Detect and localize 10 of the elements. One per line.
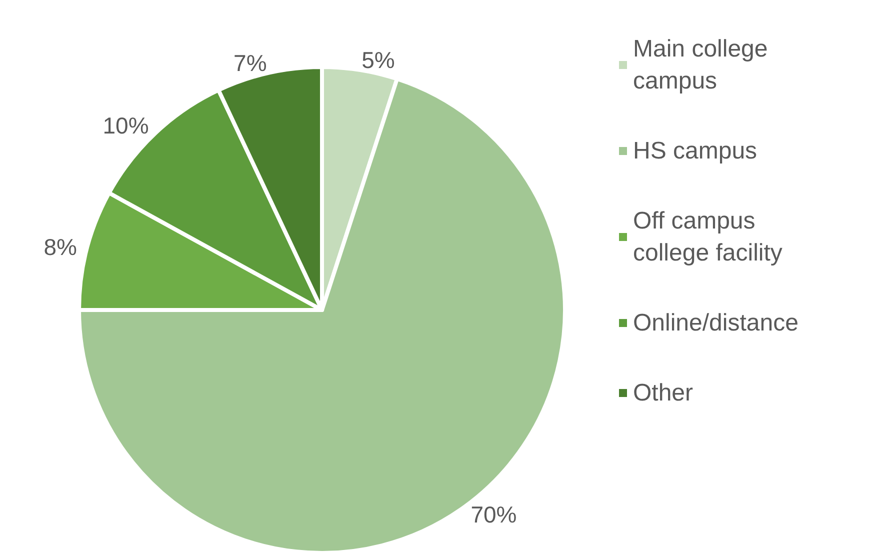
legend-label: HS campus bbox=[633, 138, 758, 164]
legend-label: Other bbox=[633, 380, 694, 406]
data-label: 7% bbox=[234, 50, 267, 76]
legend-label: Online/distance bbox=[633, 310, 798, 336]
data-label: 5% bbox=[362, 47, 395, 74]
data-label: 10% bbox=[102, 112, 149, 139]
data-label: 70% bbox=[470, 502, 517, 528]
legend-label: Off campus college facility bbox=[633, 208, 782, 266]
data-label: 8% bbox=[44, 234, 77, 260]
legend-label: Main college campus bbox=[633, 36, 774, 94]
